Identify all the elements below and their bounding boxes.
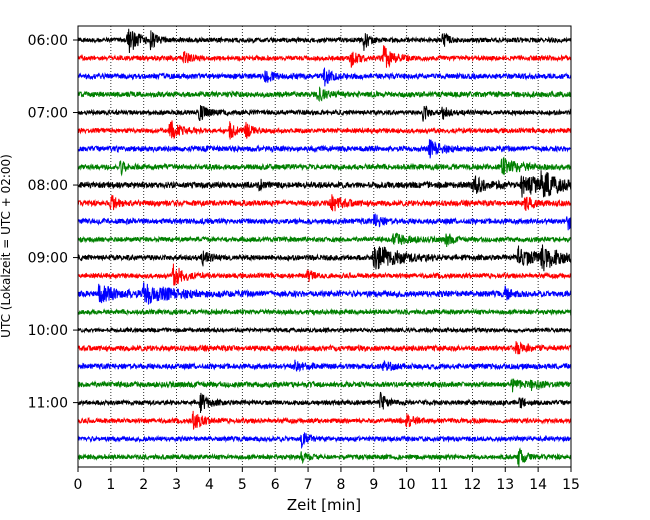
trace-rows: [77, 28, 572, 467]
trace-0915: [77, 263, 572, 286]
trace-0945: [77, 307, 572, 317]
trace-1000: [77, 326, 572, 334]
trace-1115: [77, 410, 572, 430]
trace-1045: [77, 378, 572, 393]
x-tick-label: 9: [369, 477, 378, 493]
y-tick-label: 06:00: [28, 33, 68, 49]
x-tick-label: 10: [398, 477, 416, 493]
y-tick-label: 11:00: [28, 396, 68, 412]
trace-0645: [77, 86, 572, 102]
trace-1030: [77, 359, 572, 373]
y-tick-label: 08:00: [28, 178, 68, 194]
x-tick-label: 5: [238, 477, 247, 493]
y-tick-label: 09:00: [28, 251, 68, 267]
trace-0630: [77, 67, 572, 87]
y-axis-ticks: 06:00 07:00 08:00 09:00 10:00 11:00: [28, 33, 78, 412]
trace-0730: [77, 138, 572, 159]
trace-0930: [77, 282, 572, 305]
x-tick-label: 6: [271, 477, 280, 493]
trace-0700: [77, 105, 572, 122]
y-axis-title: UTC (Lokalzeit = UTC + 02:00): [0, 154, 13, 338]
x-axis-title: Zeit [min]: [287, 496, 361, 514]
x-tick-label: 1: [106, 477, 115, 493]
x-tick-label: 12: [463, 477, 481, 493]
trace-0615: [77, 45, 572, 68]
x-tick-label: 14: [529, 477, 547, 493]
x-tick-label: 15: [562, 477, 580, 493]
x-tick-label: 13: [496, 477, 514, 493]
x-tick-label: 8: [336, 477, 345, 493]
x-tick-label: 2: [139, 477, 148, 493]
trace-0800: [77, 170, 572, 198]
trace-1130: [77, 432, 572, 450]
trace-0745: [77, 156, 572, 177]
x-tick-label: 0: [74, 477, 83, 493]
y-tick-label: 07:00: [28, 106, 68, 122]
x-axis-ticks: 0 1 2 3 4 5 6 7 8 9 10 11 12 13 14 15: [74, 467, 580, 493]
trace-1100: [77, 391, 572, 413]
x-tick-label: 3: [172, 477, 181, 493]
trace-0815: [77, 194, 572, 212]
trace-0715: [77, 120, 572, 140]
y-tick-label: 10:00: [28, 323, 68, 339]
trace-0900: [77, 244, 572, 272]
x-tick-label: 7: [304, 477, 313, 493]
trace-1015: [77, 341, 572, 355]
plot-frame: [77, 25, 572, 468]
trace-0845: [77, 232, 572, 248]
x-tick-label: 4: [205, 477, 214, 493]
trace-1145: [77, 447, 572, 467]
x-tick-label: 11: [431, 477, 449, 493]
trace-0600: [77, 28, 572, 53]
trace-0830: [77, 213, 572, 231]
